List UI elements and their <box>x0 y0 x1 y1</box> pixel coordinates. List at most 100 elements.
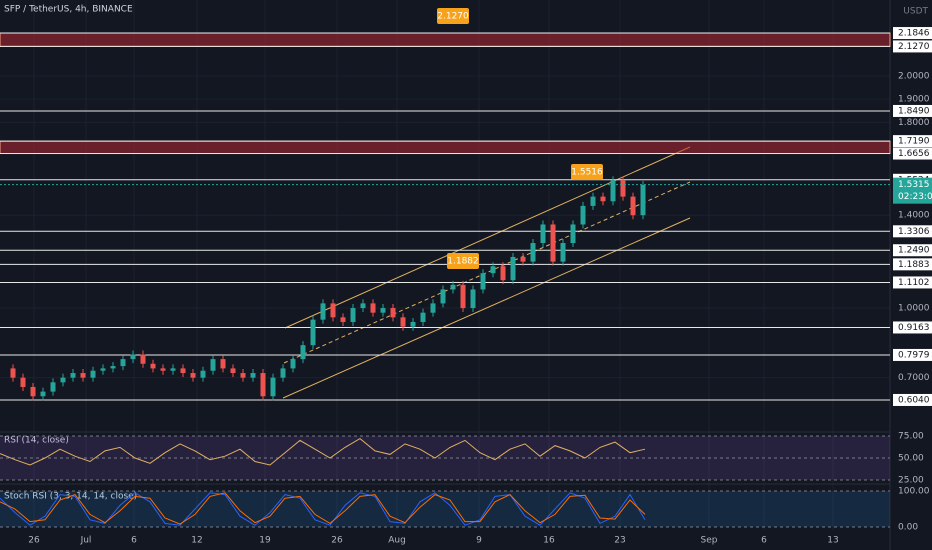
level-label-box <box>893 225 932 238</box>
candle <box>120 359 126 367</box>
level-label-box <box>893 258 932 271</box>
level-label-box <box>893 348 932 361</box>
candle <box>150 363 156 369</box>
candle <box>10 368 16 378</box>
candle <box>290 359 296 369</box>
current-price-label: 1.5315 <box>898 180 930 190</box>
level-label: 2.1270 <box>898 42 930 52</box>
grid <box>0 0 890 530</box>
candle <box>600 196 606 202</box>
candle <box>210 359 216 371</box>
callout-label: 2.1270 <box>437 12 469 22</box>
current-price-box <box>893 177 932 204</box>
time-label: 6 <box>131 536 137 546</box>
candle <box>450 284 456 290</box>
candle <box>70 373 76 378</box>
time-label: 19 <box>259 536 271 546</box>
candle <box>590 196 596 206</box>
price-tick-label: 0.7000 <box>898 373 930 383</box>
candle <box>530 243 536 262</box>
indicator-tick-label: 25.00 <box>898 475 924 485</box>
channel-lower <box>282 217 691 399</box>
candle <box>420 312 426 322</box>
candle <box>20 377 26 387</box>
candle <box>550 224 556 262</box>
candle <box>50 382 56 392</box>
candle <box>220 359 226 369</box>
level-label-box <box>893 27 932 40</box>
level-label-box <box>893 276 932 289</box>
callout-box <box>447 253 479 269</box>
time-label: Jul <box>80 536 92 546</box>
rsi-line <box>0 437 646 466</box>
level-label: 0.9163 <box>898 323 930 333</box>
candle <box>340 317 346 322</box>
stoch-band <box>0 490 890 527</box>
level-label: 2.1846 <box>898 29 930 39</box>
candle <box>410 321 416 327</box>
price-tick-label: 1.4000 <box>898 211 930 221</box>
candle <box>160 368 166 371</box>
candle <box>580 205 586 225</box>
candle <box>100 368 106 371</box>
indicator-tick-label: 50.00 <box>898 453 924 463</box>
level-label-box <box>893 321 932 334</box>
candle <box>400 317 406 327</box>
candle <box>620 180 626 197</box>
resistance-zone <box>0 140 891 155</box>
time-label: 12 <box>191 536 202 546</box>
level-label: 1.2490 <box>898 246 930 256</box>
candle <box>360 303 366 309</box>
candle <box>230 368 236 374</box>
candle <box>510 256 516 281</box>
candle <box>570 224 576 244</box>
time-label: 26 <box>28 536 40 546</box>
rsi-title: RSI (14, close) <box>4 436 69 446</box>
indicator-tick-label: 100.00 <box>898 486 930 496</box>
price-tick-label: 2.0000 <box>898 71 930 81</box>
candle <box>190 373 196 378</box>
candle <box>380 308 386 313</box>
candle <box>640 185 646 216</box>
level-label: 1.3306 <box>898 227 930 237</box>
level-label: 1.8490 <box>898 106 930 116</box>
time-label: 26 <box>331 536 343 546</box>
candle <box>610 180 616 202</box>
level-label-box <box>893 104 932 117</box>
candle <box>90 370 96 378</box>
symbol-title: SFP / TetherUS, 4h, BINANCE <box>4 5 133 15</box>
level-label-box <box>893 393 932 406</box>
price-tick-label: 1.0000 <box>898 304 930 314</box>
candle <box>240 373 246 378</box>
level-label: 1.7190 <box>898 137 930 147</box>
candle <box>30 386 36 397</box>
candle <box>370 303 376 313</box>
time-label: Sep <box>701 536 718 546</box>
candle <box>310 319 316 346</box>
level-label-box <box>893 135 932 148</box>
candle <box>40 391 46 397</box>
candle <box>140 354 146 364</box>
currency: USDT <box>903 7 928 17</box>
level-label: 1.6656 <box>898 149 930 159</box>
candle <box>180 368 186 374</box>
candle <box>170 368 176 371</box>
level-label-box <box>893 244 932 257</box>
candle <box>630 196 636 216</box>
callout-label: 1.5516 <box>571 168 603 178</box>
level-label: 1.1883 <box>898 260 930 270</box>
candle <box>460 284 466 309</box>
candle <box>320 303 326 320</box>
candle <box>430 303 436 313</box>
candle <box>500 266 506 281</box>
candle <box>260 373 266 397</box>
candle <box>110 366 116 369</box>
callout-box <box>437 8 469 24</box>
level-label: 1.1102 <box>898 278 930 288</box>
price-tick-label: 1.9000 <box>898 95 930 105</box>
candle <box>350 308 356 322</box>
candle <box>390 308 396 318</box>
candle <box>270 377 276 397</box>
time-label: 23 <box>614 536 625 546</box>
time-label: 16 <box>543 536 555 546</box>
